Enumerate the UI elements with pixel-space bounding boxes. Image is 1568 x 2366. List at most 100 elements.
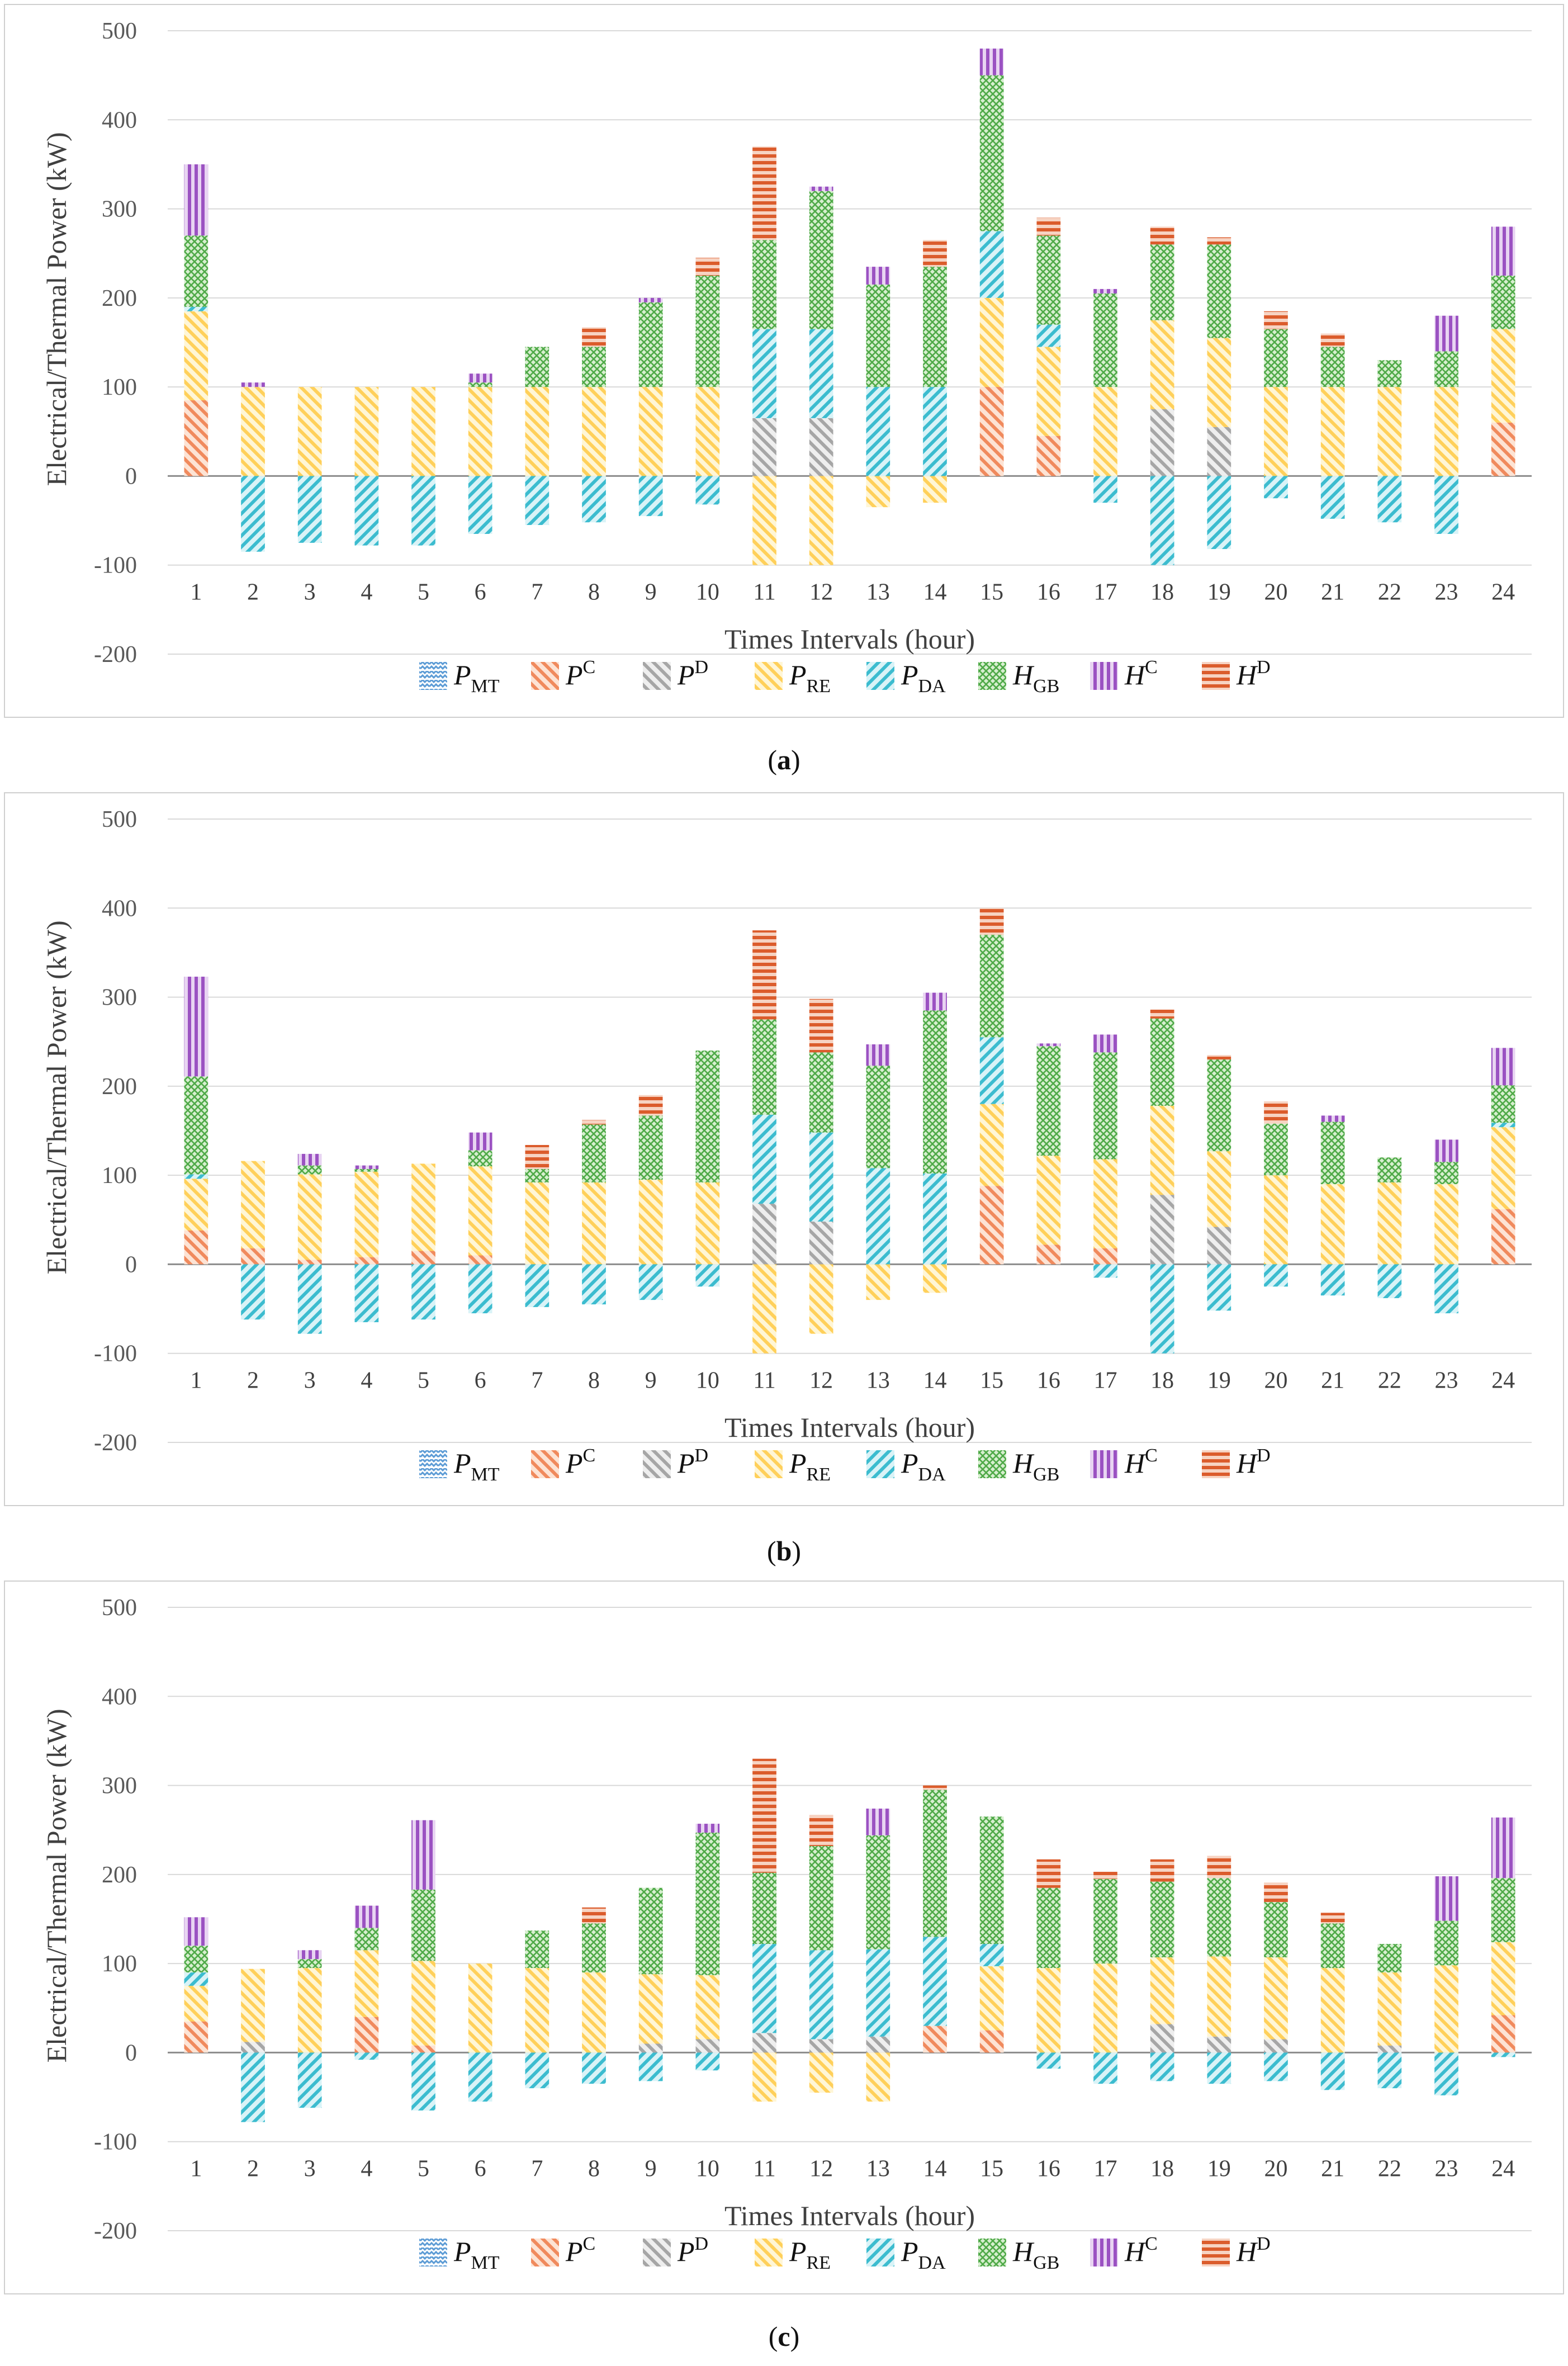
chart-c-legend-swatch [1202,2239,1230,2266]
chart-b-bar-H-D-h19 [1207,1055,1231,1060]
chart-b-bar-P-RE-h18 [1150,1105,1174,1195]
chart-a-legend-swatch [866,662,894,690]
chart-b-bar-P-C-h15 [979,1186,1004,1265]
chart-a-legend-swatch [1090,662,1118,690]
chart-c-xtick-label: 6 [475,2156,486,2182]
chart-a-bar-P-DA-h15 [979,231,1004,298]
chart-b-bar-H-GB-h12 [809,1052,833,1133]
chart-b-bar-H-GB-h18 [1150,1018,1174,1106]
chart-a-bar-P-RE-h15 [979,297,1004,387]
caption-b-letter: b [776,1535,792,1567]
chart-a-xtick-label: 17 [1094,580,1117,605]
chart-c-bar-H-C-h5 [411,1820,435,1890]
chart-c-bar-P-RE-h11 [752,2052,776,2102]
chart-c-bar-P-RE-h17 [1093,1963,1117,2053]
chart-c-bar-P-DA-h13 [866,1949,890,2037]
chart-c-legend-label: PRE [789,2236,831,2273]
chart-a-ytick-label: 200 [102,286,137,311]
chart-c-legend-label: PD [677,2233,708,2267]
chart-a-bar-P-RE-h7 [525,387,549,476]
chart-a-bar-H-GB-h15 [979,75,1004,231]
chart-a-xtick-label: 18 [1150,580,1174,605]
chart-a-bar-P-DA-h3 [297,476,322,543]
chart-b-xtick-label: 12 [809,1368,833,1394]
chart-a-bar-H-GB-h8 [582,347,606,387]
chart-a-xtick-label: 13 [866,580,890,605]
chart-b-bar-H-C-h1 [184,976,209,1077]
chart-b-ytick-label: -200 [94,1430,137,1456]
chart-a-frame [4,4,1564,718]
chart-b-xtick-label: 24 [1491,1368,1515,1394]
chart-c-bar-H-D-h20 [1264,1882,1288,1903]
chart-b-bar-H-GB-h4 [354,1168,379,1172]
chart-c-bar-P-RE-h18 [1150,1957,1174,2024]
chart-a-legend-label: HGB [1012,659,1059,697]
chart-b-bar-H-C-h4 [354,1165,379,1169]
chart-b-bar-P-RE-h8 [582,1182,606,1265]
chart-b-bar-H-GB-h24 [1491,1085,1515,1123]
chart-c-bar-H-GB-h23 [1434,1920,1458,1966]
chart-c-xtick-label: 20 [1264,2156,1288,2182]
chart-a-bar-P-DA-h4 [354,476,379,546]
chart-a-legend-label: PDA [901,659,946,697]
chart-b-bar-P-RE-h9 [638,1180,663,1265]
chart-c-bar-H-C-h1 [184,1917,209,1946]
chart-c-bar-P-DA-h14 [923,1937,947,2026]
chart-a-xtick-label: 21 [1321,580,1344,605]
chart-c-legend-label: PC [565,2233,595,2267]
chart-c-bar-P-DA-h23 [1434,2052,1458,2095]
chart-b-legend-label: HC [1124,1445,1158,1479]
chart-c-xtick-label: 15 [980,2156,1003,2182]
chart-b-bar-P-C-h5 [411,1251,435,1265]
chart-b-bar-H-D-h12 [809,999,833,1053]
chart-c-bar-P-DA-h17 [1093,2052,1117,2084]
chart-panel-b: 500 400 300 200 100 0 -100 -200 1 2 3 4 5 6 7 8 9 10 11 12 1… [0,788,1568,1515]
chart-c-bar-P-DA-h15 [979,1944,1004,1966]
chart-c-legend-label: HC [1124,2233,1158,2267]
chart-c-legend-label: PMT [453,2236,500,2273]
chart-c-xtick-label: 1 [190,2156,202,2182]
chart-c-bar-P-RE-h16 [1036,1968,1061,2053]
chart-b-bar-P-C-h17 [1093,1248,1117,1265]
chart-b-bar-P-C-h24 [1491,1209,1515,1265]
chart-b-bar-H-GB-h6 [468,1150,492,1167]
chart-c-bar-P-RE-h19 [1207,1956,1231,2037]
chart-b-ytick-label: 100 [102,1163,137,1189]
chart-c-bar-P-C-h15 [979,2030,1004,2053]
chart-b-xtick-label: 14 [923,1368,947,1394]
chart-c-bar-H-GB-h22 [1377,1944,1402,1973]
chart-c-bar-P-D-h13 [866,2036,890,2053]
chart-a-xtick-label: 20 [1264,580,1288,605]
chart-a-xtick-label: 12 [809,580,833,605]
chart-a-xtick-label: 24 [1491,580,1515,605]
chart-a-legend-swatch [978,662,1006,690]
chart-a-xtick-label: 23 [1435,580,1458,605]
chart-a-legend-swatch [419,662,447,690]
chart-c-bar-P-C-h14 [923,2026,947,2053]
chart-c-xtick-label: 8 [588,2156,600,2182]
chart-b-xtick-label: 8 [588,1368,600,1394]
chart-a-legend-swatch [755,662,783,690]
chart-a-ytick-label: 300 [102,197,137,223]
chart-c-bar-H-D-h14 [923,1785,947,1790]
chart-c-ytick-label: 500 [102,1595,137,1621]
chart-b-bar-H-C-h21 [1320,1115,1345,1122]
chart-a-bar-H-C-h6 [468,373,492,383]
chart-a-bar-P-RE-h8 [582,387,606,476]
chart-c-bar-P-DA-h22 [1377,2052,1402,2089]
chart-a-legend-label: PRE [789,659,831,697]
chart-a-bar-P-C-h15 [979,387,1004,476]
chart-b-bar-P-DA-h11 [752,1114,776,1204]
chart-b-legend-swatch [866,1450,894,1478]
chart-c-legend-swatch [978,2239,1006,2266]
chart-a-bar-P-DA-h1 [184,306,209,311]
chart-b-legend-label: PD [677,1445,708,1479]
chart-a-bar-H-GB-h13 [866,284,890,387]
chart-b-bar-H-GB-h15 [979,935,1004,1038]
chart-c-bar-P-DA-h12 [809,1950,833,2040]
chart-b-bar-P-RE-h2 [241,1161,265,1248]
chart-a-bar-P-RE-h12 [809,476,833,565]
chart-a-bar-P-DA-h5 [411,476,435,546]
chart-a-bar-H-GB-h22 [1377,360,1402,387]
